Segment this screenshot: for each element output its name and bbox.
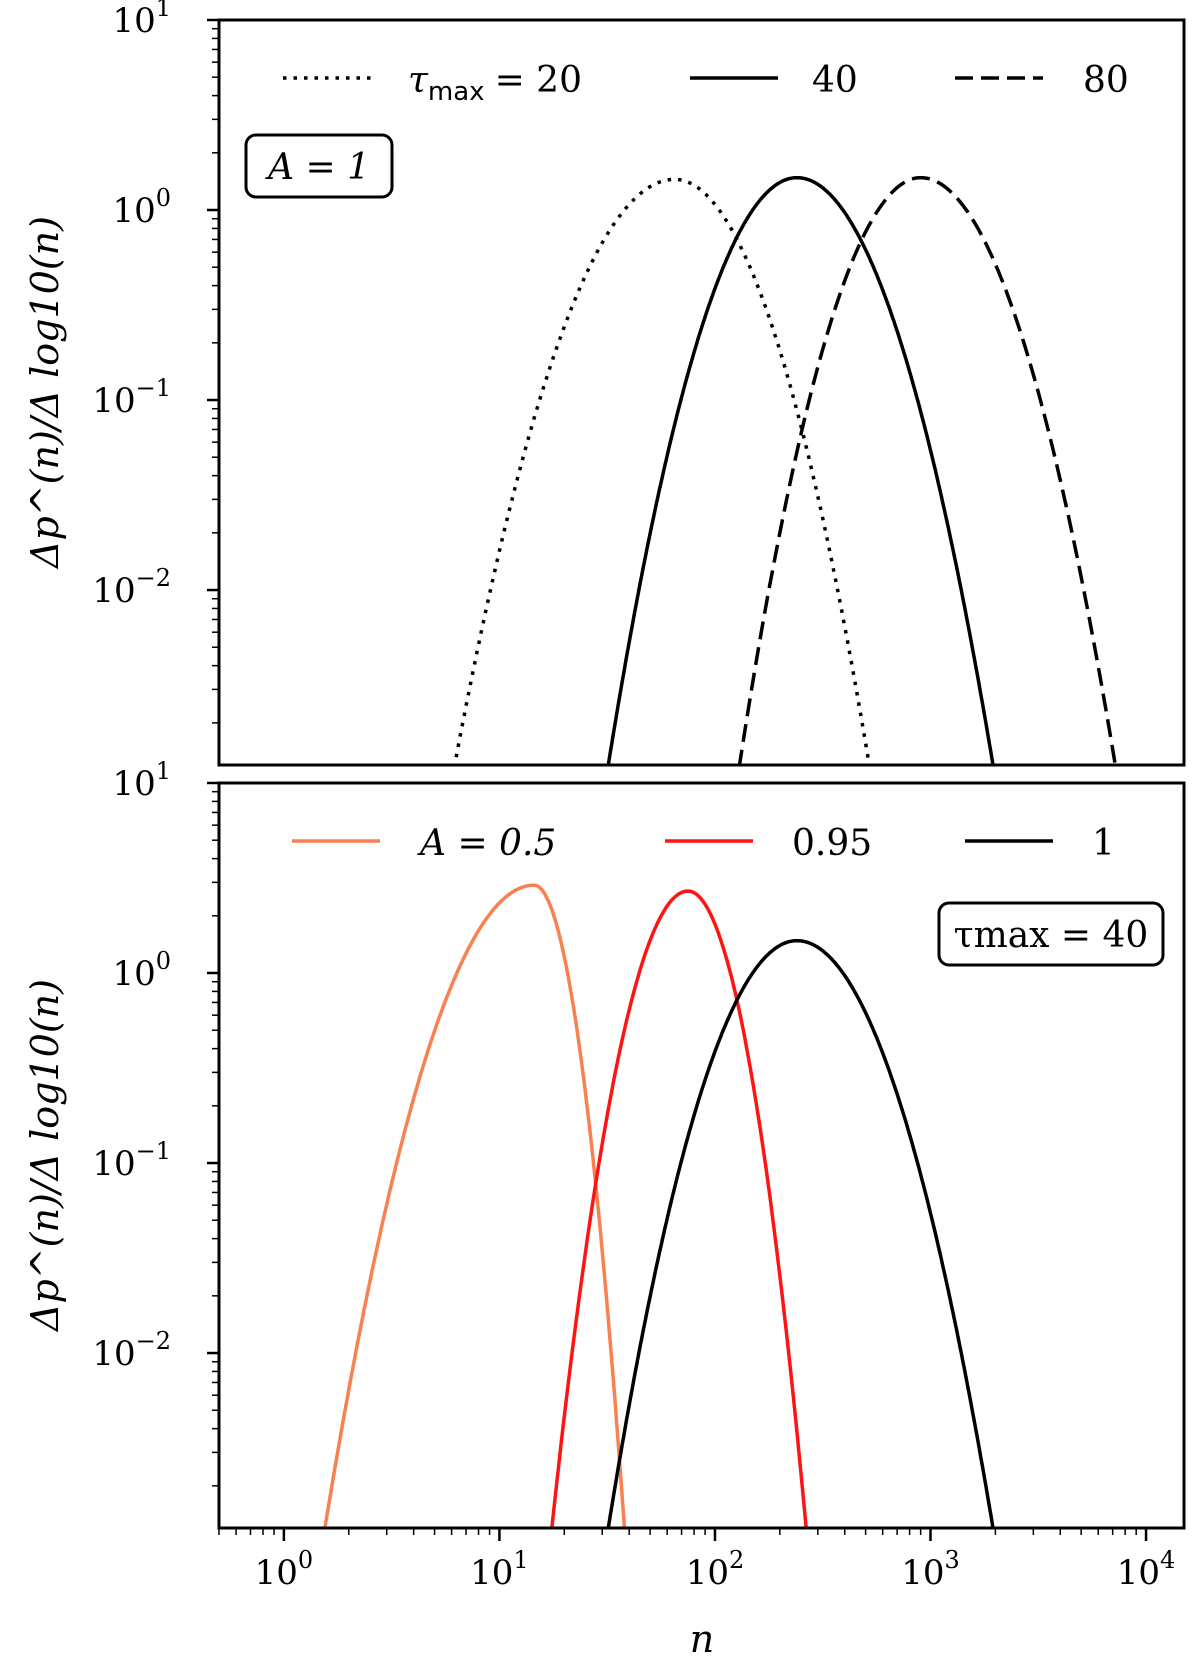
top-plot-frame <box>217 18 1186 767</box>
top-series-line-2 <box>737 175 1118 765</box>
bottom-series-line-1 <box>550 889 808 1528</box>
x-tick-label-3: 103 <box>901 1546 960 1593</box>
top-legend-tau-sub: max <box>428 77 485 107</box>
x-tick-label-0: 100 <box>255 1546 314 1593</box>
bottom-series <box>323 883 995 1528</box>
top-legend: τmax = 20 40 80 <box>283 60 1129 107</box>
top-legend-name-0: = 20 <box>495 60 582 101</box>
top-y-tick-label-1: 10−1 <box>92 374 171 421</box>
top-legend-tau: τ <box>408 60 429 101</box>
bottom-series-line-0 <box>323 883 627 1528</box>
top-y-axis-label: Δp^(n)/Δ log10(n) <box>23 216 67 570</box>
top-annotation-text: A = 1 <box>265 147 370 188</box>
top-series-line-1 <box>606 175 995 765</box>
top-series <box>452 175 1118 765</box>
bottom-legend-label-1: 0.95 <box>792 823 872 864</box>
top-annotation-box <box>244 133 394 199</box>
x-tick-label-2: 102 <box>686 1546 745 1593</box>
top-y-ticks: 10−2 10−1 100 101 <box>92 0 219 724</box>
bottom-y-ticks: 10−2 10−1 100 101 <box>92 757 219 1487</box>
top-y-tick-label-3: 101 <box>112 0 171 41</box>
bottom-legend-label-0: A = 0.5 <box>417 823 556 864</box>
bottom-x-ticks: 100 101 102 103 104 <box>218 1528 1176 1593</box>
bottom-series-line-2 <box>606 938 995 1528</box>
bottom-annotation: τmax = 40 <box>937 901 1165 967</box>
bottom-y-tick-label-3: 101 <box>112 757 171 804</box>
top-panel: 10−2 10−1 100 101 τmax = 20 40 80 A = 1 Δp^(… <box>23 0 1186 767</box>
bottom-annotation-text: τmax = 40 <box>954 915 1149 956</box>
bottom-legend-label-2: 1 <box>1092 823 1115 864</box>
top-legend-label-2: 80 <box>1083 60 1129 101</box>
bottom-legend: A = 0.5 0.95 1 <box>292 823 1115 864</box>
x-axis-label: n <box>690 1617 714 1661</box>
bottom-annotation-box <box>937 901 1165 967</box>
x-tick-label-1: 101 <box>470 1546 529 1593</box>
bottom-plot-frame <box>217 781 1186 1530</box>
bottom-y-tick-label-2: 100 <box>112 947 171 994</box>
top-legend-label-1: 40 <box>812 60 858 101</box>
top-legend-label-0: τmax = 20 <box>408 60 582 107</box>
bottom-y-tick-label-0: 10−2 <box>92 1327 171 1374</box>
x-tick-label-4: 104 <box>1117 1546 1176 1593</box>
bottom-y-tick-label-1: 10−1 <box>92 1137 171 1184</box>
bottom-y-axis-label: Δp^(n)/Δ log10(n) <box>23 979 67 1333</box>
bottom-panel: 10−2 10−1 100 101 100 101 102 103 104 A = 0.5 0… <box>23 757 1186 1661</box>
top-y-tick-label-0: 10−2 <box>92 564 171 611</box>
top-annotation: A = 1 <box>244 133 394 199</box>
top-y-tick-label-2: 100 <box>112 184 171 231</box>
